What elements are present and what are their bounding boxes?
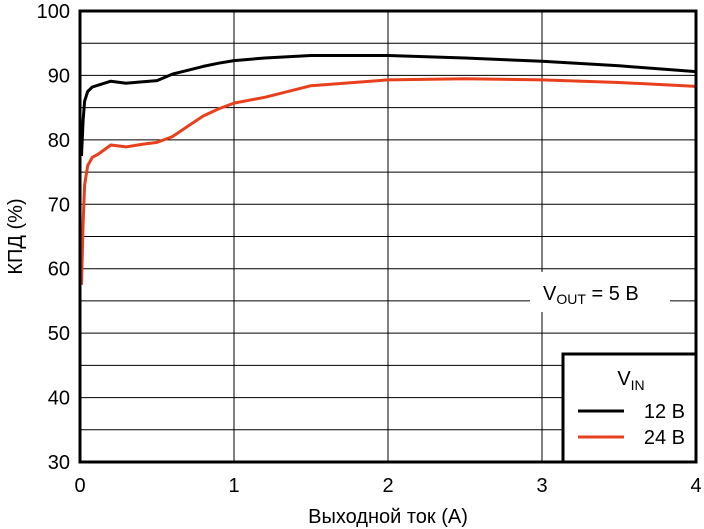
x-tick-label: 0 [74, 475, 85, 497]
vout-annotation-text: VOUT = 5 В [543, 283, 639, 307]
x-tick-label: 4 [690, 475, 701, 497]
y-tick-label: 100 [37, 1, 70, 23]
x-axis-label: Выходной ток (A) [308, 506, 468, 528]
x-tick-label: 2 [382, 475, 393, 497]
legend-label-12v: 12 В [644, 401, 685, 423]
series-line-0 [80, 54, 697, 157]
y-tick-label: 50 [48, 323, 70, 345]
y-tick-labels: 30 40 50 60 70 80 90 100 [37, 1, 70, 474]
legend-title-sub: IN [631, 377, 645, 393]
legend-title: VIN [617, 368, 644, 393]
legend: VIN 12 В 24 В [561, 352, 698, 464]
y-tick-label: 70 [48, 194, 70, 216]
y-tick-label: 60 [48, 259, 70, 281]
y-tick-label: 30 [48, 452, 70, 474]
legend-title-main: V [617, 368, 631, 390]
x-tick-label: 1 [228, 475, 239, 497]
vout-annotation-prefix: V [543, 283, 557, 305]
y-tick-label: 40 [48, 388, 70, 410]
vout-annotation-bg [530, 272, 670, 312]
x-tick-label: 3 [536, 475, 547, 497]
series-line-1 [80, 77, 697, 285]
vout-annotation-sub: OUT [556, 291, 586, 307]
x-tick-labels: 0 1 2 3 4 [74, 475, 701, 497]
y-tick-label: 80 [48, 130, 70, 152]
legend-box [561, 352, 698, 464]
series-lines [80, 54, 697, 285]
vout-annotation: VOUT = 5 В [530, 272, 670, 312]
y-axis-label: КПД (%) [5, 198, 27, 274]
y-tick-label: 90 [48, 65, 70, 87]
vout-annotation-suffix: = 5 В [586, 283, 639, 305]
legend-label-24v: 24 В [644, 427, 685, 449]
plot-frame [78, 9, 698, 464]
